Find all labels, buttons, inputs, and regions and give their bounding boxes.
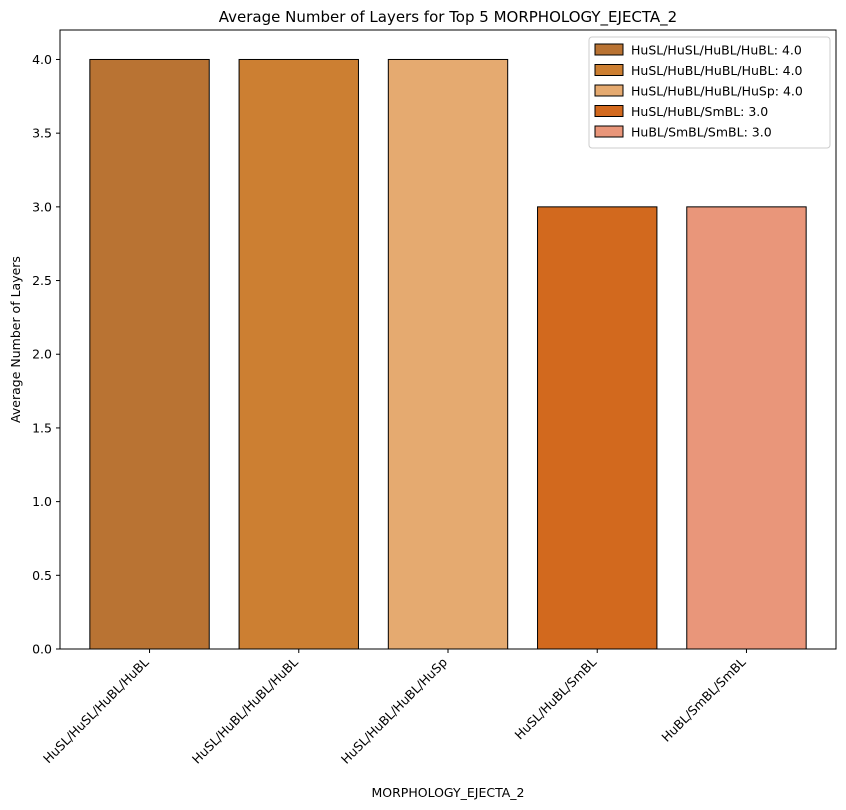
y-tick-label: 0.0 (32, 642, 52, 657)
bar (387, 58, 509, 650)
y-tick-label: 1.0 (32, 494, 52, 509)
x-tick-label: HuSL/HuBL/HuBL/HuBL (189, 654, 301, 766)
y-tick-label: 4.0 (32, 52, 52, 67)
legend-entry: HuSL/HuSL/HuBL/HuBL: 4.0 (631, 43, 802, 58)
y-tick-label: 3.0 (32, 199, 52, 214)
legend-swatch (594, 64, 624, 76)
legend: HuSL/HuSL/HuBL/HuBL: 4.0 HuSL/HuBL/HuBL/H… (588, 36, 831, 149)
x-tick-label: HuSL/HuBL/HuBL/HuSp (338, 654, 450, 766)
legend-entry: HuBL/SmBL/SmBL: 3.0 (631, 125, 772, 140)
x-tick-label: HuBL/SmBL/SmBL (658, 654, 748, 744)
legend-swatch (594, 84, 624, 97)
bar (238, 58, 359, 650)
y-tick-label: 0.5 (32, 568, 52, 583)
bar (537, 206, 658, 650)
x-tick-label: HuSL/HuBL/SmBL (512, 654, 600, 742)
chart-title: Average Number of Layers for Top 5 MORPH… (219, 8, 677, 27)
y-axis-label: Average Number of Layers (8, 256, 23, 423)
bars (89, 58, 807, 650)
legend-swatch (594, 105, 624, 117)
legend-entry: HuSL/HuBL/SmBL: 3.0 (631, 104, 768, 119)
x-axis-label: MORPHOLOGY_EJECTA_2 (371, 785, 524, 800)
bar (686, 206, 807, 650)
y-tick-label: 3.5 (32, 126, 52, 141)
bar (89, 58, 210, 650)
legend-swatch (594, 43, 624, 56)
legend-box (588, 36, 831, 149)
plot-area-frame (59, 29, 837, 650)
legend-entry: HuSL/HuBL/HuBL/HuBL: 4.0 (631, 63, 803, 78)
y-tick-label: 2.5 (32, 273, 52, 288)
y-tick-label: 1.5 (32, 420, 52, 435)
x-tick-label: HuSL/HuSL/HuBL/HuBL (40, 654, 152, 766)
legend-swatch (594, 125, 624, 138)
legend-entry: HuSL/HuBL/HuBL/HuSp: 4.0 (631, 84, 803, 99)
y-tick-label: 2.0 (32, 347, 52, 362)
